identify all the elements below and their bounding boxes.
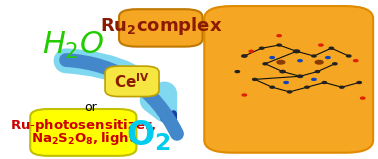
Circle shape [263,63,267,65]
Circle shape [319,44,323,46]
Circle shape [315,60,323,64]
Circle shape [361,97,365,99]
FancyBboxPatch shape [105,66,159,97]
FancyBboxPatch shape [119,9,203,47]
FancyBboxPatch shape [30,109,136,156]
Text: $\bf{Na_2S_2O_8}$$\bf{, light}$: $\bf{Na_2S_2O_8}$$\bf{, light}$ [31,130,136,147]
Circle shape [242,94,246,96]
Circle shape [329,47,333,49]
Circle shape [284,82,288,83]
Text: or: or [84,101,97,114]
Circle shape [312,78,316,80]
Circle shape [270,57,274,59]
Circle shape [249,50,254,52]
Circle shape [347,55,351,57]
Circle shape [260,47,264,49]
Circle shape [235,71,240,73]
Circle shape [277,60,285,64]
Circle shape [339,86,344,88]
Circle shape [326,57,330,59]
Circle shape [357,82,361,83]
Circle shape [297,75,303,77]
Circle shape [280,70,285,73]
Circle shape [270,86,274,88]
Circle shape [287,91,292,93]
Circle shape [242,55,247,57]
Circle shape [277,35,281,37]
FancyBboxPatch shape [204,6,373,153]
Circle shape [305,86,309,88]
Text: $\bf{O_2}$: $\bf{O_2}$ [126,118,171,153]
Circle shape [253,78,257,80]
Circle shape [312,55,316,57]
Text: $\bf{Ru\text{-}photosensitizer,}$: $\bf{Ru\text{-}photosensitizer,}$ [10,117,156,134]
Circle shape [333,63,337,65]
Text: $\bf{Ce^{IV}}$: $\bf{Ce^{IV}}$ [114,72,150,91]
Circle shape [298,60,302,62]
Text: $\bf{Ru_2}$$\bf{ complex}$: $\bf{Ru_2}$$\bf{ complex}$ [99,15,222,37]
Circle shape [315,71,320,73]
Text: $\it{H_2O}$: $\it{H_2O}$ [42,30,105,61]
Circle shape [277,44,281,46]
Circle shape [322,82,327,83]
Circle shape [353,60,358,62]
Circle shape [293,50,300,53]
